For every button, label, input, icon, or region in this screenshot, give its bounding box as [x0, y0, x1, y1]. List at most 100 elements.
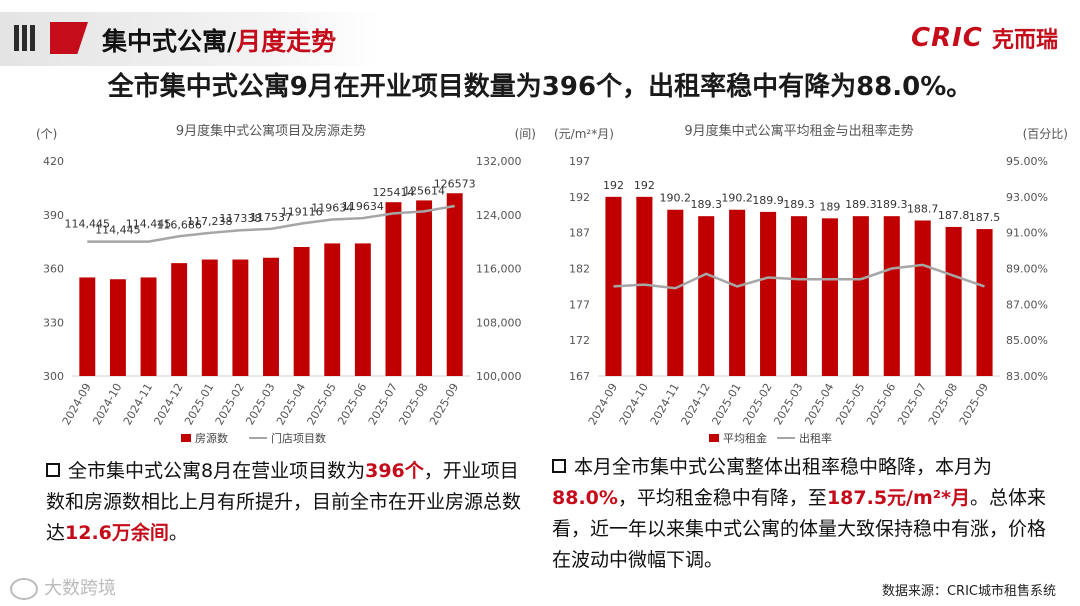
data-label: 117537 — [250, 211, 292, 224]
left-tick-label: 330 — [43, 316, 64, 329]
section-title-main: 集中式公寓 — [102, 27, 228, 56]
right-tick-label: 132,000 — [476, 155, 522, 168]
left-text-3: 。 — [168, 522, 188, 544]
data-label: 189 — [819, 200, 840, 213]
data-label: 189.9 — [752, 194, 784, 207]
bar — [698, 216, 715, 376]
right-text-2: ，平均租金稳中有降，至 — [617, 487, 827, 509]
chart-projects-rooms-svg: 9月度集中式公寓项目及房源走势 (个) (间) 420 390 360 330 300 132,… — [36, 123, 536, 445]
x-tick-label: 2025-07 — [895, 381, 929, 427]
x-tick-label: 2024-11 — [121, 381, 155, 427]
section-title: 集中式公寓/月度走势 — [102, 22, 336, 58]
checkbox-bullet-icon — [46, 462, 60, 477]
bar — [729, 209, 746, 376]
chart-title: 9月度集中式公寓项目及房源走势 — [176, 123, 366, 139]
right-tick-label: 124,000 — [476, 209, 522, 222]
x-tick-label: 2025-04 — [274, 381, 308, 427]
x-tick-label: 2024-12 — [152, 381, 186, 427]
bar — [760, 211, 777, 376]
left-tick-label: 192 — [569, 191, 590, 204]
x-tick-label: 2025-09 — [957, 381, 991, 427]
x-tick-label: 2024-11 — [648, 381, 682, 427]
left-tick-label: 167 — [569, 370, 590, 383]
data-label: 114,445 — [95, 224, 141, 237]
left-tick-label: 197 — [569, 155, 590, 168]
chart-rent-occupancy: 9月度集中式公寓平均租金与出租率走势 (元/m²*月) (百分比) 197 192 187… — [548, 118, 1072, 453]
right-tick-label: 85.00% — [1006, 334, 1048, 347]
x-tick-label: 2025-02 — [213, 381, 247, 427]
right-axis-unit: (百分比) — [1023, 127, 1068, 141]
data-label: 119116 — [281, 205, 323, 218]
bar — [852, 216, 869, 376]
right-text-3: 。总体来看，近一年以来集中式公寓的体量大致保持稳中有涨，价格在波动中微幅下调。 — [552, 487, 1047, 571]
legend-bar-swatch — [181, 434, 191, 442]
headline: 全市集中式公寓9月在开业项目数量为396个，出租率稳中有降为88.0%。 — [107, 72, 973, 102]
data-source: 数据来源：CRIC城市租售系统 — [881, 584, 1056, 599]
x-tick-label: 2025-06 — [864, 381, 898, 427]
right-tick-label: 116,000 — [476, 263, 522, 276]
x-tick-label: 2024-10 — [617, 381, 651, 427]
logo-en: CRIC — [911, 23, 983, 53]
x-tick-label: 2025-08 — [926, 381, 960, 427]
bar — [354, 243, 371, 376]
left-axis-unit: (元/m²*月) — [554, 127, 614, 141]
bar — [263, 257, 279, 376]
data-label: 190.2 — [660, 192, 692, 205]
bar — [140, 277, 157, 376]
x-tick-label: 2024-12 — [679, 381, 713, 427]
legend-bar-label: 房源数 — [195, 431, 228, 445]
data-label: 188.7 — [907, 202, 939, 215]
right-text-1: 本月全市集中式公寓整体出租率稳中略降，本月为 — [574, 456, 993, 478]
chart-projects-rooms: 9月度集中式公寓项目及房源走势 (个) (间) 420 390 360 330 300 132,… — [30, 118, 540, 453]
x-tick-label: 2025-09 — [427, 381, 461, 427]
x-tick-label: 2025-05 — [833, 381, 867, 427]
legend-line-label: 门店项目数 — [271, 431, 326, 445]
left-highlight-1: 396个 — [365, 460, 424, 482]
bar — [883, 216, 900, 376]
bar — [79, 277, 96, 376]
chart-rent-occupancy-svg: 9月度集中式公寓平均租金与出租率走势 (元/m²*月) (百分比) 197 192 187… — [554, 123, 1068, 445]
bar — [416, 200, 433, 376]
x-tick-label: 2024-09 — [586, 381, 620, 427]
data-label: 189.3 — [690, 198, 722, 211]
data-label: 192 — [634, 179, 655, 192]
watermark: 大数跨境 — [10, 574, 116, 600]
data-label: 125414 — [372, 186, 414, 199]
watermark-face-icon — [10, 578, 38, 600]
section-title-accent: 月度走势 — [236, 27, 337, 56]
data-label: 117338 — [219, 212, 261, 225]
bar — [605, 196, 622, 376]
right-axis-unit: (间) — [515, 127, 536, 141]
left-tick-label: 177 — [569, 298, 590, 311]
data-label: 119634 — [311, 201, 353, 214]
checkbox-bullet-icon — [552, 458, 566, 473]
right-highlight-1: 88.0% — [552, 487, 618, 509]
legend-bar-label: 平均租金 — [723, 431, 767, 445]
x-tick-label: 2025-07 — [366, 381, 400, 427]
data-label: 187.8 — [938, 209, 970, 222]
logo-cn: 克而瑞 — [991, 28, 1058, 53]
x-tick-label: 2025-03 — [771, 381, 805, 427]
data-label: 189.3 — [876, 198, 908, 211]
legend-line-label: 出租率 — [799, 431, 832, 445]
x-tick-label: 2025-05 — [305, 381, 339, 427]
left-tick-label: 390 — [43, 209, 64, 222]
x-tick-label: 2025-03 — [243, 381, 277, 427]
bar — [790, 216, 808, 376]
right-tick-label: 91.00% — [1006, 227, 1048, 240]
bar — [821, 218, 838, 376]
x-tick-label: 2025-01 — [710, 381, 744, 427]
left-highlight-2: 12.6万余间 — [65, 522, 169, 544]
data-label: 192 — [603, 179, 624, 192]
bar — [976, 229, 993, 376]
section-title-sep: / — [227, 27, 237, 56]
right-summary: 本月全市集中式公寓整体出租率稳中略降，本月为 88.0%，平均租金稳中有降，至18… — [552, 452, 1052, 576]
left-tick-label: 187 — [569, 227, 590, 240]
x-tick-label: 2025-08 — [396, 381, 430, 427]
left-tick-label: 182 — [569, 263, 590, 276]
left-tick-label: 420 — [43, 155, 64, 168]
x-tick-label: 2024-10 — [90, 381, 124, 427]
bar — [109, 279, 126, 376]
right-tick-label: 89.00% — [1006, 263, 1048, 276]
left-tick-label: 300 — [43, 370, 64, 383]
